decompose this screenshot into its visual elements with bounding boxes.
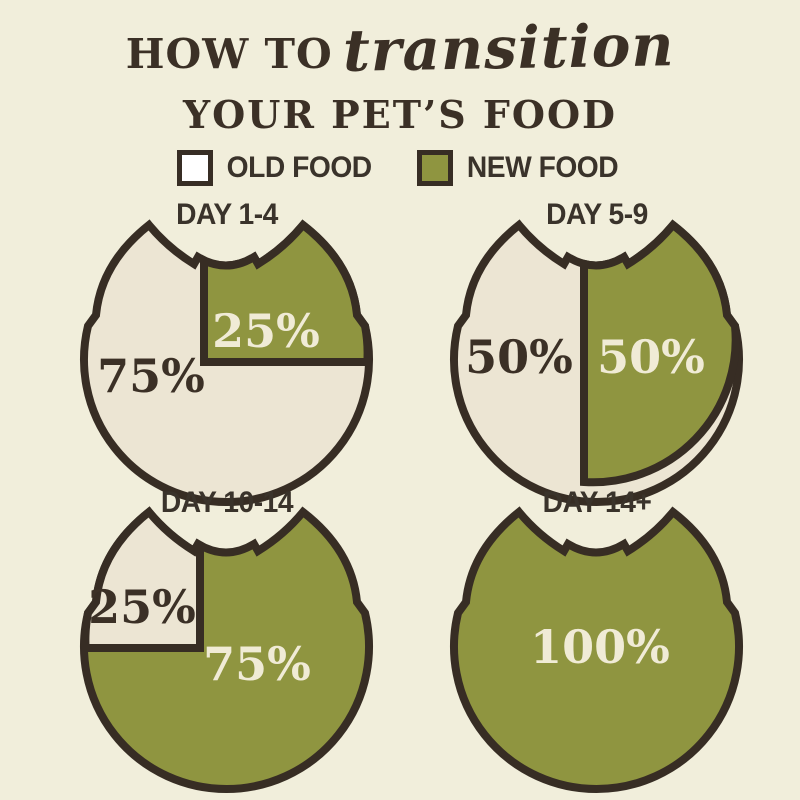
new-pct-value: 75% bbox=[203, 637, 311, 691]
cat-head-outline bbox=[450, 506, 743, 794]
old-pct-value: 50% bbox=[465, 330, 573, 384]
new-pct-value: 50% bbox=[597, 330, 705, 384]
new-food-swatch-icon bbox=[416, 150, 453, 186]
chart-day-label-4: DAY 14+ bbox=[542, 486, 652, 519]
legend: OLD FOOD NEW FOOD bbox=[0, 150, 800, 186]
old-food-section bbox=[81, 506, 204, 652]
old-pct-value: 25% bbox=[88, 580, 196, 634]
chart-day-label-1: DAY 1-4 bbox=[176, 198, 278, 231]
new-pct-value: 100% bbox=[530, 620, 670, 674]
old-food-swatch-icon bbox=[177, 150, 214, 186]
chart-day-label-3: DAY 10-14 bbox=[160, 486, 294, 519]
title-script-word: transition bbox=[342, 11, 675, 85]
new-pct-value: 25% bbox=[212, 304, 320, 358]
cat-head-pie-day-1-4: 75% 25% bbox=[80, 219, 373, 507]
page-title-line2: YOUR PET’S FOOD bbox=[182, 92, 618, 137]
new-food-section bbox=[200, 219, 372, 366]
cat-head-pie-day-10-14: 25% 75% bbox=[80, 506, 373, 794]
chart-day-label-2: DAY 5-9 bbox=[546, 198, 648, 231]
cat-head-pie-day-5-9: 50% 50% bbox=[450, 219, 743, 507]
title-prefix: HOW TO bbox=[125, 30, 333, 78]
page-title-line1: HOW TO transition bbox=[0, 11, 800, 85]
legend-label-new: NEW FOOD bbox=[466, 151, 618, 184]
legend-label-old: OLD FOOD bbox=[226, 151, 373, 184]
cat-head-pie-day-14-plus: 100% bbox=[450, 506, 743, 794]
old-pct-value: 75% bbox=[97, 349, 205, 403]
new-food-section bbox=[580, 219, 740, 487]
